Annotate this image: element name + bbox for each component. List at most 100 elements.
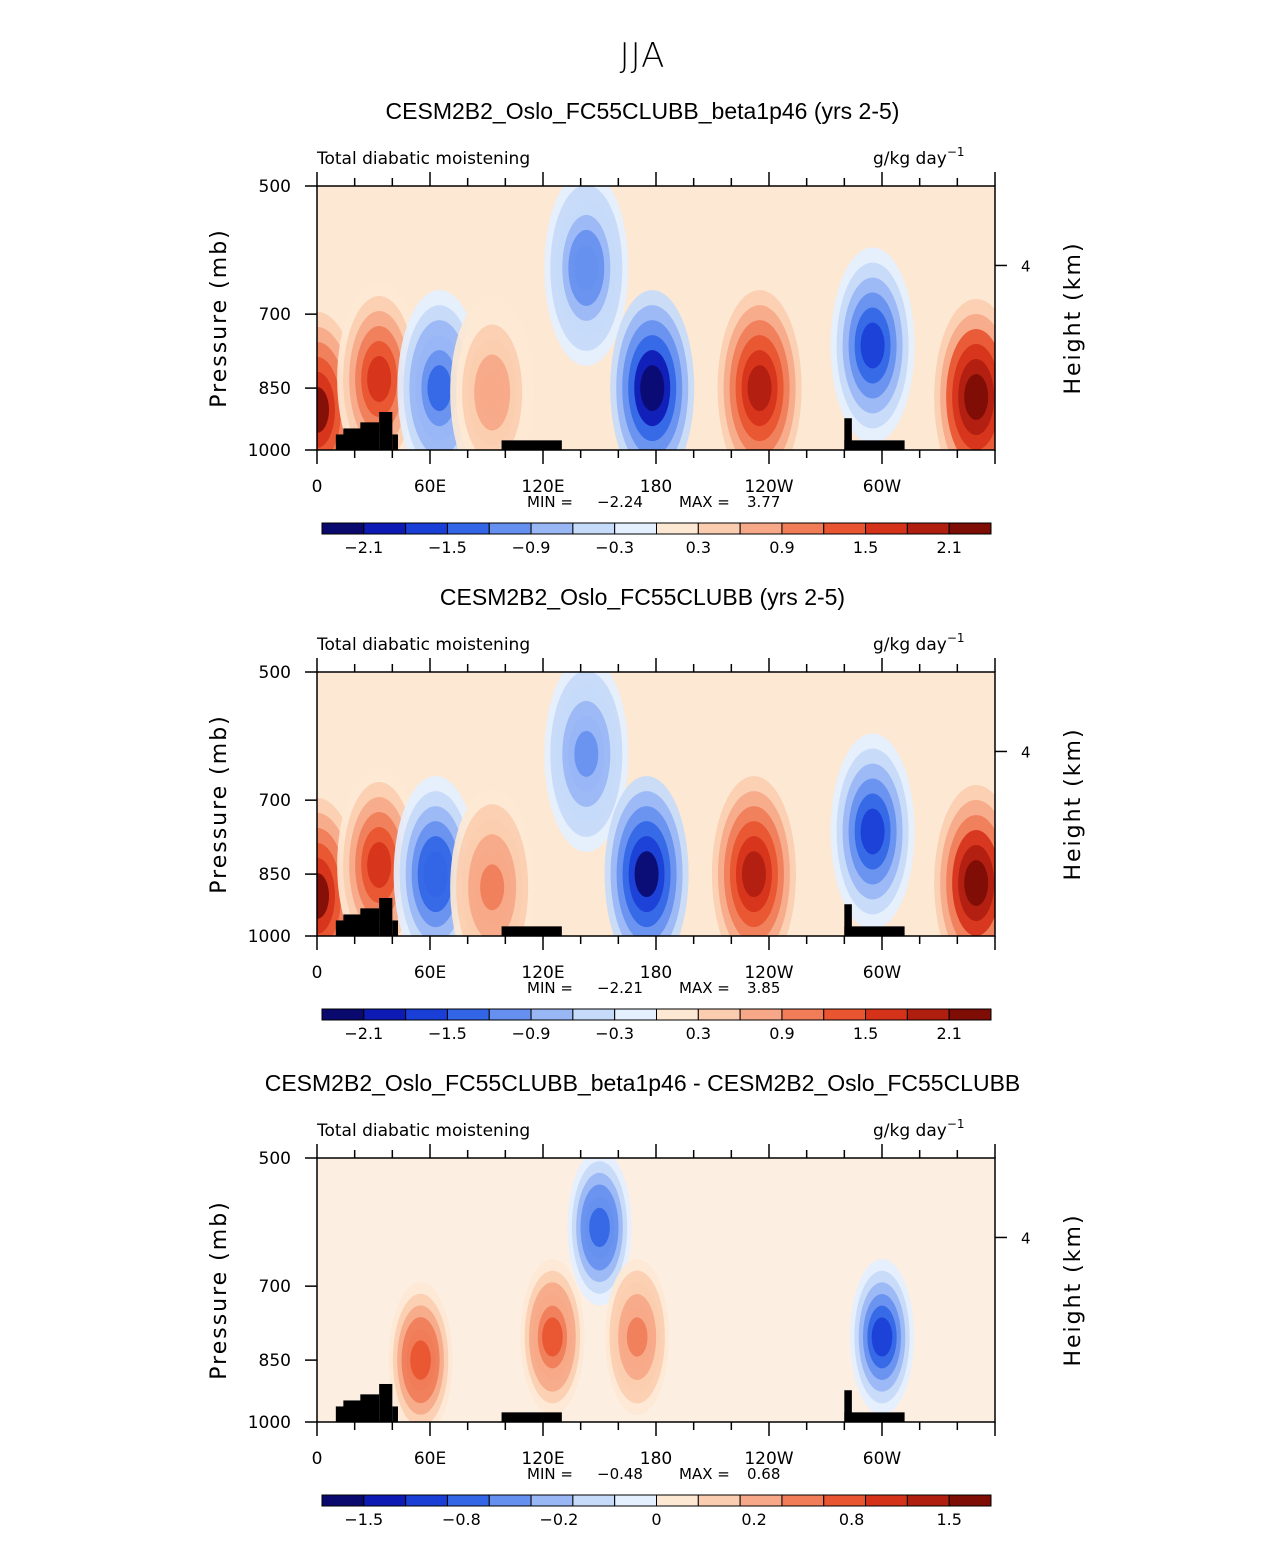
topography bbox=[501, 926, 562, 936]
colorbar-label: 0 bbox=[651, 1510, 661, 1529]
x-tick-label: 120E bbox=[521, 1449, 564, 1469]
contour-blob-4 bbox=[574, 244, 599, 291]
colorbar-box bbox=[948, 1494, 992, 1507]
colorbar-box bbox=[614, 1494, 657, 1507]
colorbar-label: −0.8 bbox=[442, 1510, 481, 1529]
contour-blob-7 bbox=[860, 808, 885, 855]
colorbar-label: −0.9 bbox=[512, 538, 551, 557]
colorbar-box bbox=[865, 1494, 908, 1507]
y-tick-label: 1000 bbox=[248, 441, 291, 461]
panel-3: CESM2B2_Oslo_FC55CLUBB_beta1p46 - CESM2B… bbox=[0, 1070, 1285, 1556]
contour-blob-1 bbox=[589, 1207, 610, 1248]
colorbar-label: −1.5 bbox=[344, 1510, 383, 1529]
min-label: MIN = bbox=[527, 493, 573, 511]
colorbar-box bbox=[530, 1008, 574, 1021]
topography bbox=[844, 1390, 852, 1422]
colorbar-box bbox=[823, 1008, 867, 1021]
field-label: Total diabatic moistening bbox=[316, 1121, 530, 1141]
colorbar-box bbox=[321, 1008, 365, 1021]
colorbar-box bbox=[321, 522, 365, 535]
min-value: −2.24 bbox=[597, 493, 643, 511]
y-tick-label: 700 bbox=[259, 305, 291, 325]
y-right-axis-label: Height (km) bbox=[1061, 1213, 1086, 1366]
colorbar-label: −1.5 bbox=[428, 1024, 467, 1043]
x-tick-label: 60E bbox=[414, 477, 446, 497]
contour-blob-8 bbox=[964, 859, 989, 906]
topography bbox=[392, 434, 398, 450]
colorbar-box bbox=[530, 1494, 574, 1507]
field-label: Total diabatic moistening bbox=[316, 149, 530, 169]
units-label: g/kg day−1 bbox=[873, 145, 965, 169]
topography bbox=[379, 897, 393, 936]
x-tick-label: 60W bbox=[863, 963, 902, 983]
y-tick-label: 850 bbox=[259, 379, 291, 399]
contour-blob-3 bbox=[871, 1317, 893, 1357]
topography bbox=[379, 411, 393, 450]
max-value: 3.77 bbox=[747, 493, 780, 511]
contour-field bbox=[317, 672, 995, 936]
colorbar: −1.5 −0.8 −0.2 0 0.2 0.8 1.5 bbox=[321, 1494, 992, 1529]
contour-blob-0 bbox=[410, 1340, 431, 1380]
colorbar-label: 0.3 bbox=[686, 1024, 711, 1043]
colorbar-box bbox=[656, 522, 699, 535]
colorbar-box bbox=[405, 522, 448, 535]
panel-title: CESM2B2_Oslo_FC55CLUBB_beta1p46 - CESM2B… bbox=[264, 1070, 1021, 1096]
min-label: MIN = bbox=[527, 979, 573, 997]
colorbar-box bbox=[488, 1008, 532, 1021]
y-right-tick-label: 4 bbox=[1021, 1229, 1031, 1247]
colorbar-box bbox=[739, 522, 783, 535]
max-label: MAX = bbox=[679, 979, 730, 997]
colorbar-box bbox=[906, 522, 950, 535]
colorbar-box bbox=[656, 1494, 699, 1507]
panel-title: CESM2B2_Oslo_FC55CLUBB (yrs 2-5) bbox=[439, 584, 846, 610]
topography bbox=[360, 908, 380, 936]
panel-plot: Total diabatic moistening g/kg day−1 500… bbox=[207, 1117, 1086, 1529]
colorbar-label: 2.1 bbox=[936, 538, 961, 557]
contour-blob-3 bbox=[480, 369, 505, 416]
plot-axes: 500 700 850 1000 4 0 60E 120E 180 120W 60W Pressure… bbox=[207, 1144, 1086, 1469]
colorbar-box bbox=[823, 522, 867, 535]
colorbar-box bbox=[614, 1008, 657, 1021]
contour-blob-2 bbox=[423, 851, 448, 898]
contour-blob-3 bbox=[480, 864, 505, 911]
contour-blob-2 bbox=[542, 1317, 563, 1357]
y-axis-label: Pressure (mb) bbox=[207, 714, 232, 894]
colorbar-box bbox=[446, 1494, 490, 1507]
contour-blob-8 bbox=[964, 373, 989, 420]
y-tick-label: 500 bbox=[259, 177, 291, 197]
contour-blob-5 bbox=[640, 365, 665, 412]
topography bbox=[360, 1394, 380, 1422]
colorbar-box bbox=[572, 1494, 616, 1507]
y-tick-label: 850 bbox=[259, 1351, 291, 1371]
colorbar-label: −2.1 bbox=[344, 1024, 383, 1043]
topography bbox=[844, 926, 905, 936]
topography bbox=[392, 1406, 398, 1422]
colorbar-box bbox=[405, 1008, 448, 1021]
colorbar-box bbox=[530, 522, 574, 535]
x-tick-label: 60E bbox=[414, 963, 446, 983]
x-tick-label: 120W bbox=[744, 477, 793, 497]
colorbar-box bbox=[446, 1008, 490, 1021]
colorbar: −2.1 −1.5 −0.9 −0.3 0.3 0.9 1.5 2.1 bbox=[321, 522, 992, 557]
contour-blob-6 bbox=[747, 365, 772, 412]
contour-blob-1 bbox=[367, 842, 392, 889]
colorbar-label: 1.5 bbox=[853, 538, 878, 557]
y-right-axis-label: Height (km) bbox=[1061, 727, 1086, 880]
colorbar-box bbox=[948, 1008, 992, 1021]
y-axis-label: Pressure (mb) bbox=[207, 228, 232, 408]
max-value: 3.85 bbox=[747, 979, 780, 997]
contour-blob-1 bbox=[367, 356, 392, 403]
contour-blob-7 bbox=[860, 322, 885, 369]
contour-blob-4 bbox=[574, 730, 599, 777]
max-label: MAX = bbox=[679, 493, 730, 511]
colorbar-box bbox=[781, 1008, 825, 1021]
units-label: g/kg day−1 bbox=[873, 1117, 965, 1141]
y-tick-label: 700 bbox=[259, 791, 291, 811]
colorbar-box bbox=[614, 522, 657, 535]
colorbar-box bbox=[363, 522, 407, 535]
x-tick-label: 0 bbox=[312, 963, 323, 983]
topography bbox=[844, 1412, 905, 1422]
topography bbox=[844, 904, 852, 936]
figure-title: JJA bbox=[619, 36, 666, 76]
x-tick-label: 180 bbox=[640, 477, 672, 497]
